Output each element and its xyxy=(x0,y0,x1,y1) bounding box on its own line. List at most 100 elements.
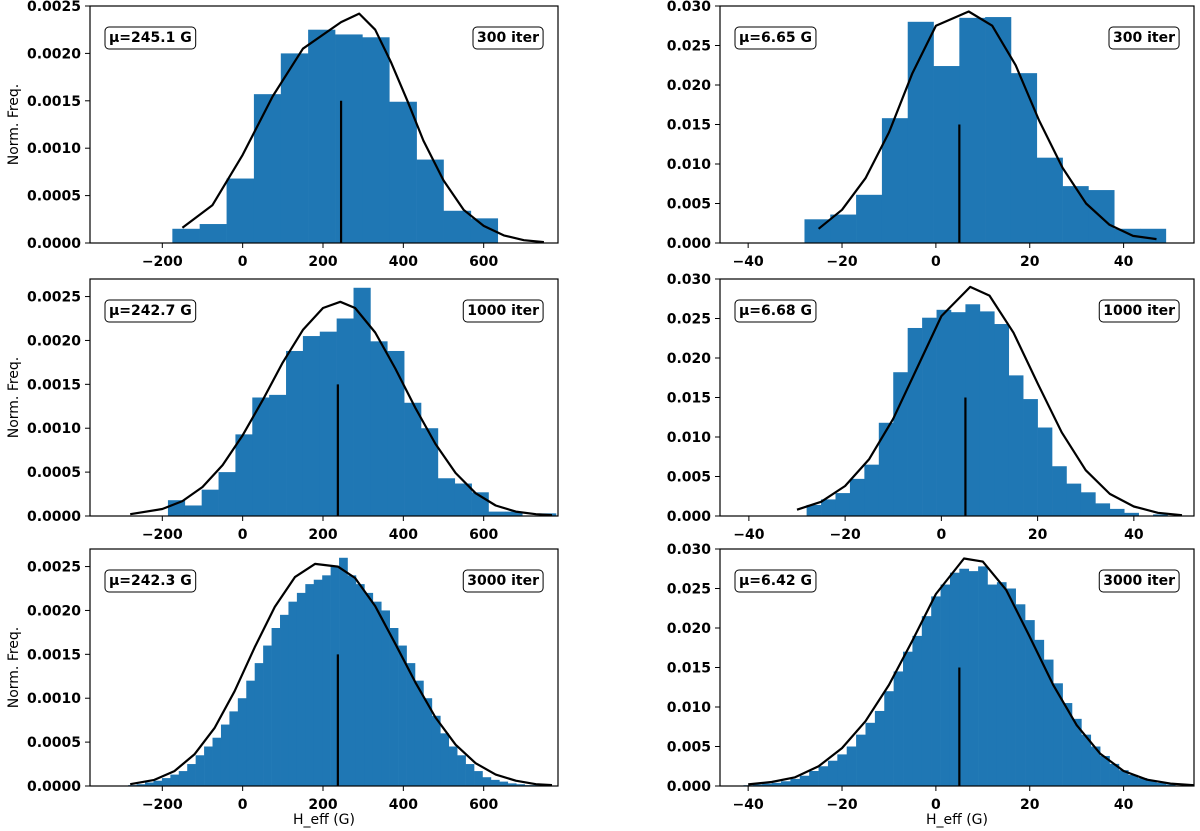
histogram-bar xyxy=(950,312,966,516)
histogram-bar xyxy=(994,324,1010,516)
histogram-bar xyxy=(1080,492,1096,516)
histogram-bar xyxy=(933,66,960,243)
histogram-bar xyxy=(235,434,253,516)
histogram-bar xyxy=(246,680,256,786)
annotation-box xyxy=(1098,569,1180,593)
histogram-bar xyxy=(799,775,810,786)
histogram-bar xyxy=(893,372,908,516)
histogram-bar xyxy=(488,511,506,516)
histogram-bar xyxy=(313,579,323,786)
fit-curve xyxy=(130,562,553,787)
histogram-bar xyxy=(940,584,951,786)
y-tick-label: 0.0025 xyxy=(27,290,81,306)
x-tick-label: 40 xyxy=(1114,254,1134,270)
histogram-bar xyxy=(1147,780,1157,786)
histogram-bar xyxy=(846,746,857,786)
subplot-row2-left: Norm. Freq. 0.0000 0.0005 0.0010 0.0015 0.00… xyxy=(6,278,559,543)
histogram-bar xyxy=(237,698,247,786)
y-tick-label: 0.010 xyxy=(667,157,712,173)
histogram-bar xyxy=(286,350,304,516)
histogram-bar xyxy=(229,711,239,786)
y-tick-label: 0.020 xyxy=(667,351,712,367)
histogram-bar xyxy=(443,210,472,243)
x-tick-label: 400 xyxy=(389,254,418,270)
histogram-bar xyxy=(752,784,763,786)
fit-curve xyxy=(796,285,1183,517)
histogram-bar xyxy=(790,778,801,786)
histogram-bar xyxy=(965,304,981,516)
y-tick-label: 0.0005 xyxy=(27,735,81,751)
histogram-bar xyxy=(830,214,857,243)
histogram-bar xyxy=(809,770,819,786)
histogram-bar xyxy=(404,402,422,516)
annotation-box xyxy=(734,299,817,323)
axes-frame xyxy=(89,548,559,787)
ylabel-row1: Norm. Freq. xyxy=(6,84,22,166)
axes-frame xyxy=(89,278,559,517)
histogram-bar xyxy=(968,571,979,786)
histogram-bar xyxy=(364,592,374,786)
histogram-bar xyxy=(936,309,952,516)
fit-curve xyxy=(181,12,545,244)
histogram-bar xyxy=(1066,483,1082,516)
histogram-bar xyxy=(987,584,998,786)
histogram-bar xyxy=(1025,620,1035,786)
y-tick-label: 0.0010 xyxy=(27,421,81,437)
histogram-bar xyxy=(1037,427,1053,516)
y-tick-label: 0.0025 xyxy=(27,560,81,576)
mu-annotation: μ=242.7 G xyxy=(109,303,192,319)
histogram-bar xyxy=(1124,512,1139,516)
histogram-bar xyxy=(322,575,331,786)
histogram-bar xyxy=(516,784,525,786)
subplot-row3-left: Norm. Freq. H_eff (G) 0.0000 0.0005 0.0010… xyxy=(6,548,559,828)
x-tick-label: −20 xyxy=(826,254,857,270)
histogram-bar xyxy=(308,29,336,244)
mu-annotation: μ=6.68 G xyxy=(739,303,812,319)
histogram-bar xyxy=(448,746,458,786)
histogram-bar xyxy=(431,715,441,786)
x-tick-label: 200 xyxy=(308,797,337,813)
histogram-bar xyxy=(440,733,450,786)
histogram-bar xyxy=(280,614,289,786)
y-tick-label: 0.000 xyxy=(667,236,712,252)
histogram-bar xyxy=(482,777,492,786)
annotation-box xyxy=(104,299,197,323)
y-tick-label: 0.0025 xyxy=(27,0,81,15)
x-tick-label: 40 xyxy=(1114,797,1134,813)
histogram-bar xyxy=(465,764,475,786)
x-tick-label: −200 xyxy=(142,797,183,813)
x-tick-label: 200 xyxy=(308,254,337,270)
histogram-bar xyxy=(1109,508,1125,516)
histogram-bar xyxy=(387,350,405,516)
histogram-bar xyxy=(145,782,154,786)
histogram-bar xyxy=(184,505,202,516)
x-tick-label: 20 xyxy=(1020,797,1040,813)
histogram-bar xyxy=(1006,588,1016,786)
y-tick-label: 0.0000 xyxy=(27,509,81,525)
histogram-bar xyxy=(921,616,932,786)
y-tick-label: 0.0020 xyxy=(27,46,81,62)
histogram-bar xyxy=(263,645,272,786)
iter-annotation: 3000 iter xyxy=(1103,573,1175,589)
histogram-bar xyxy=(1008,375,1024,516)
y-tick-label: 0.010 xyxy=(667,700,712,716)
histogram-bar xyxy=(1023,399,1038,516)
histogram-bar xyxy=(372,601,382,786)
histogram-bar xyxy=(1095,503,1111,516)
histogram-bar xyxy=(178,771,188,786)
histogram-bar xyxy=(1153,514,1168,516)
histogram-bar xyxy=(1062,703,1073,786)
annotation-box xyxy=(472,26,544,50)
y-tick-label: 0.0005 xyxy=(27,465,81,481)
ylabel-row3: Norm. Freq. xyxy=(6,627,22,709)
x-tick-label: 0 xyxy=(931,797,941,813)
x-tick-label: 600 xyxy=(469,254,498,270)
histogram-bar xyxy=(220,724,230,786)
y-tick-label: 0.025 xyxy=(667,312,711,328)
histogram-bar xyxy=(195,755,205,786)
mu-annotation: μ=6.65 G xyxy=(739,30,812,46)
histogram-bar xyxy=(979,311,995,516)
histogram-bar xyxy=(437,478,456,516)
x-tick-label: 200 xyxy=(308,527,337,543)
histogram-bar xyxy=(296,592,306,786)
